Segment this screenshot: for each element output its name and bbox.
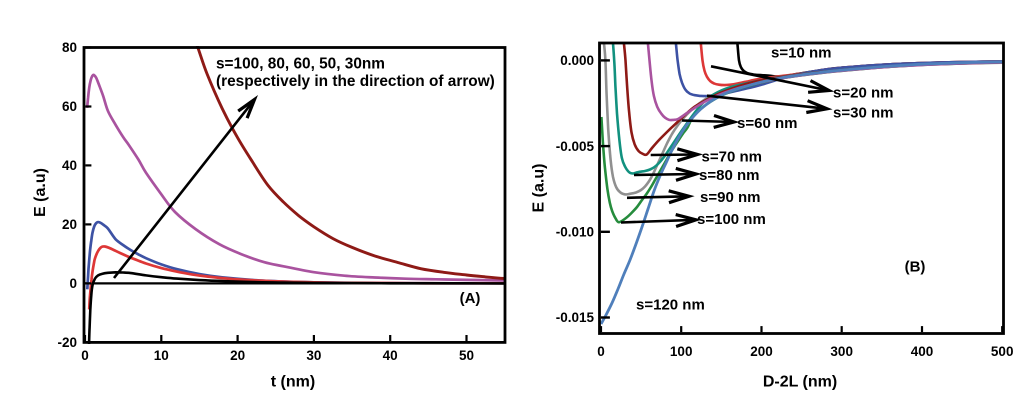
svg-text:-0.010: -0.010 xyxy=(556,225,594,240)
svg-text:400: 400 xyxy=(911,344,934,359)
svg-text:(A): (A) xyxy=(460,290,481,307)
svg-text:s=90 nm: s=90 nm xyxy=(700,189,760,206)
svg-text:(B): (B) xyxy=(905,258,926,275)
svg-text:E (a.u): E (a.u) xyxy=(531,164,548,213)
svg-text:(respectively in the direction: (respectively in the direction of arrow) xyxy=(216,73,495,90)
svg-text:s=20 nm: s=20 nm xyxy=(833,84,893,101)
svg-text:s=80 nm: s=80 nm xyxy=(699,167,759,184)
svg-text:30: 30 xyxy=(306,348,321,363)
svg-text:20: 20 xyxy=(230,348,245,363)
svg-text:s=10 nm: s=10 nm xyxy=(771,44,831,61)
svg-text:0: 0 xyxy=(81,348,89,363)
svg-text:s=60 nm: s=60 nm xyxy=(737,115,797,132)
svg-text:0: 0 xyxy=(597,344,605,359)
svg-text:50: 50 xyxy=(459,348,474,363)
svg-text:s=120 nm: s=120 nm xyxy=(636,296,705,313)
svg-text:40: 40 xyxy=(62,158,77,173)
svg-text:s=100, 80, 60, 50, 30nm: s=100, 80, 60, 50, 30nm xyxy=(216,55,385,72)
svg-text:100: 100 xyxy=(670,344,693,359)
svg-text:s=100 nm: s=100 nm xyxy=(697,211,766,228)
svg-text:500: 500 xyxy=(991,344,1014,359)
svg-text:20: 20 xyxy=(62,217,77,232)
svg-text:200: 200 xyxy=(750,344,773,359)
svg-text:10: 10 xyxy=(154,348,169,363)
svg-text:t (nm): t (nm) xyxy=(271,374,315,391)
svg-text:E (a.u): E (a.u) xyxy=(32,168,49,217)
svg-text:D-2L (nm): D-2L (nm) xyxy=(763,374,837,391)
svg-text:s=70 nm: s=70 nm xyxy=(702,148,762,165)
svg-text:40: 40 xyxy=(383,348,398,363)
svg-text:-0.015: -0.015 xyxy=(556,310,595,325)
svg-text:s=30 nm: s=30 nm xyxy=(833,104,893,121)
svg-text:60: 60 xyxy=(62,99,77,114)
svg-text:0: 0 xyxy=(69,276,77,291)
svg-text:300: 300 xyxy=(830,344,853,359)
svg-text:-20: -20 xyxy=(57,335,77,350)
svg-text:0.000: 0.000 xyxy=(560,53,594,68)
svg-text:-0.005: -0.005 xyxy=(556,139,595,154)
svg-text:80: 80 xyxy=(62,40,77,55)
